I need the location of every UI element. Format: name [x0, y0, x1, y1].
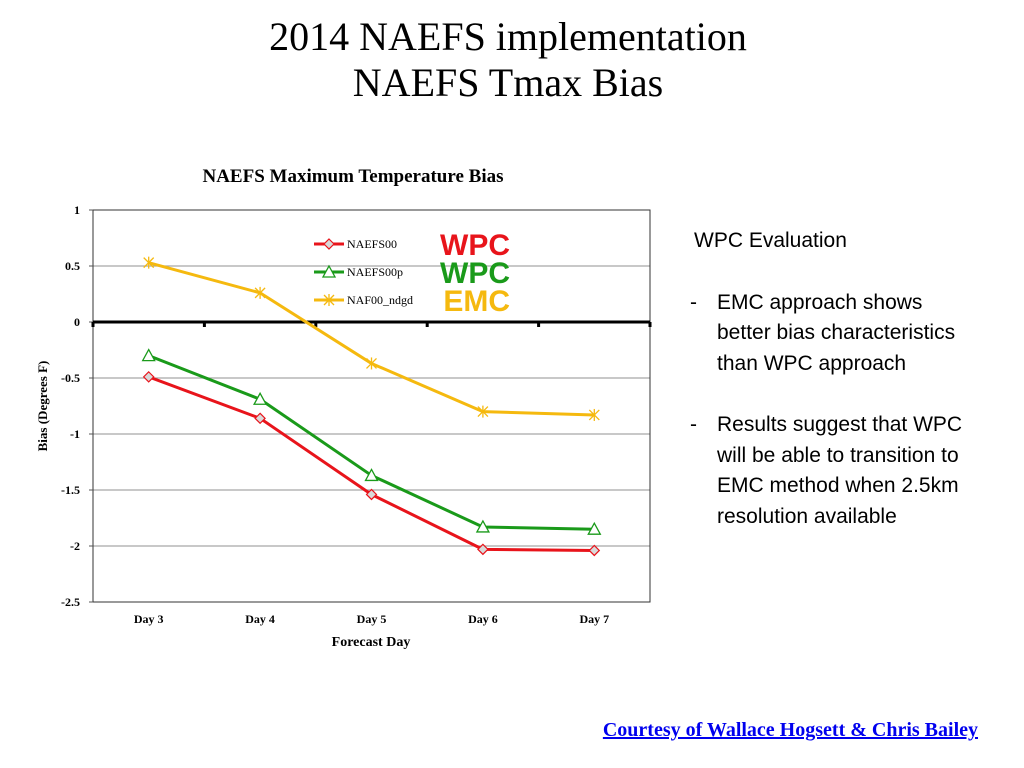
series-line [148, 375, 595, 552]
series-NAF00_ndgd [143, 256, 600, 421]
side-panel: WPC Evaluation - EMC approach shows bett… [690, 226, 990, 563]
asterisk-marker [254, 286, 266, 299]
x-tick-labels: Day 3 Day 4 Day 5 Day 6 Day 7 [134, 612, 609, 626]
side-heading: WPC Evaluation [694, 229, 847, 252]
x-tick-label: Day 3 [134, 612, 164, 626]
credit-link[interactable]: Courtesy of Wallace Hogsett & Chris Bail… [602, 719, 978, 741]
triangle-marker [141, 348, 156, 362]
y-tick-labels: 1 0.5 0 -0.5 -1 -1.5 -2 -2.5 [61, 203, 80, 609]
legend-label: NAF00_ndgd [347, 293, 413, 307]
bullet-dash: - [690, 413, 697, 436]
legend-tag-wpc: WPC [440, 229, 510, 262]
diamond-marker [477, 543, 489, 556]
legend-item: NAEFS00 WPC [314, 229, 510, 262]
y-tick-label: -2 [70, 539, 80, 553]
y-tick-label: -0.5 [61, 371, 80, 385]
series-line [148, 261, 595, 417]
plot-area [92, 209, 651, 603]
legend: NAEFS00 WPC NAEFS00p WPC NAF00_ndgd EMC [314, 229, 510, 318]
series-line [148, 354, 595, 531]
asterisk-marker [366, 357, 377, 370]
diamond-marker [323, 238, 335, 250]
legend-tag-wpc: WPC [440, 257, 510, 290]
bullet-text: Results suggest that WPC will be able to… [717, 413, 963, 528]
y-axis-label: Bias (Degrees F) [35, 361, 50, 452]
x-tick-label: Day 5 [357, 612, 387, 626]
bullet-text: EMC approach shows better bias character… [717, 290, 956, 375]
y-tick-label: 1 [74, 203, 80, 217]
triangle-marker [364, 468, 379, 482]
chart-title: NAEFS Maximum Temperature Bias [202, 166, 504, 187]
y-tick-label: -2.5 [61, 595, 80, 609]
asterisk-marker [477, 405, 489, 418]
x-axis-label: Forecast Day [332, 635, 411, 650]
legend-item: NAF00_ndgd EMC [314, 285, 510, 318]
series-NAEFS00p [141, 348, 602, 535]
bullet-dash: - [690, 290, 697, 314]
series-group [141, 256, 602, 557]
grid-lines [93, 265, 650, 547]
slide-title-line2: NAEFS Tmax Bias [352, 60, 664, 105]
y-tick-label: 0.5 [65, 259, 80, 273]
diamond-marker [365, 488, 378, 501]
asterisk-marker [588, 408, 600, 421]
asterisk-marker [143, 256, 155, 269]
diamond-marker [588, 544, 601, 557]
y-tick-label: -1 [70, 427, 80, 441]
diamond-marker [254, 412, 266, 425]
x-tick-label: Day 7 [579, 612, 609, 626]
triangle-marker [321, 264, 337, 278]
triangle-marker [475, 519, 490, 533]
series-NAEFS00 [142, 371, 601, 557]
diamond-marker [142, 371, 155, 383]
x-tick-label: Day 6 [468, 612, 498, 626]
legend-label: NAEFS00 [347, 237, 397, 251]
legend-tag-emc: EMC [443, 285, 510, 318]
bullet-item: - EMC approach shows better bias charact… [690, 288, 990, 380]
asterisk-marker [323, 294, 335, 306]
y-tick-label: -1.5 [61, 483, 80, 497]
legend-item: NAEFS00p WPC [314, 257, 510, 290]
triangle-marker [253, 391, 268, 405]
slide-title-line1: 2014 NAEFS implementation [269, 14, 747, 59]
triangle-marker [587, 521, 602, 535]
bullet-item: - Results suggest that WPC will be able … [690, 410, 990, 532]
x-tick-label: Day 4 [245, 612, 275, 626]
axes [89, 209, 652, 603]
slide-title: 2014 NAEFS implementation NAEFS Tmax Bia… [0, 14, 1016, 106]
y-tick-label: 0 [74, 315, 80, 329]
legend-label: NAEFS00p [347, 265, 403, 279]
